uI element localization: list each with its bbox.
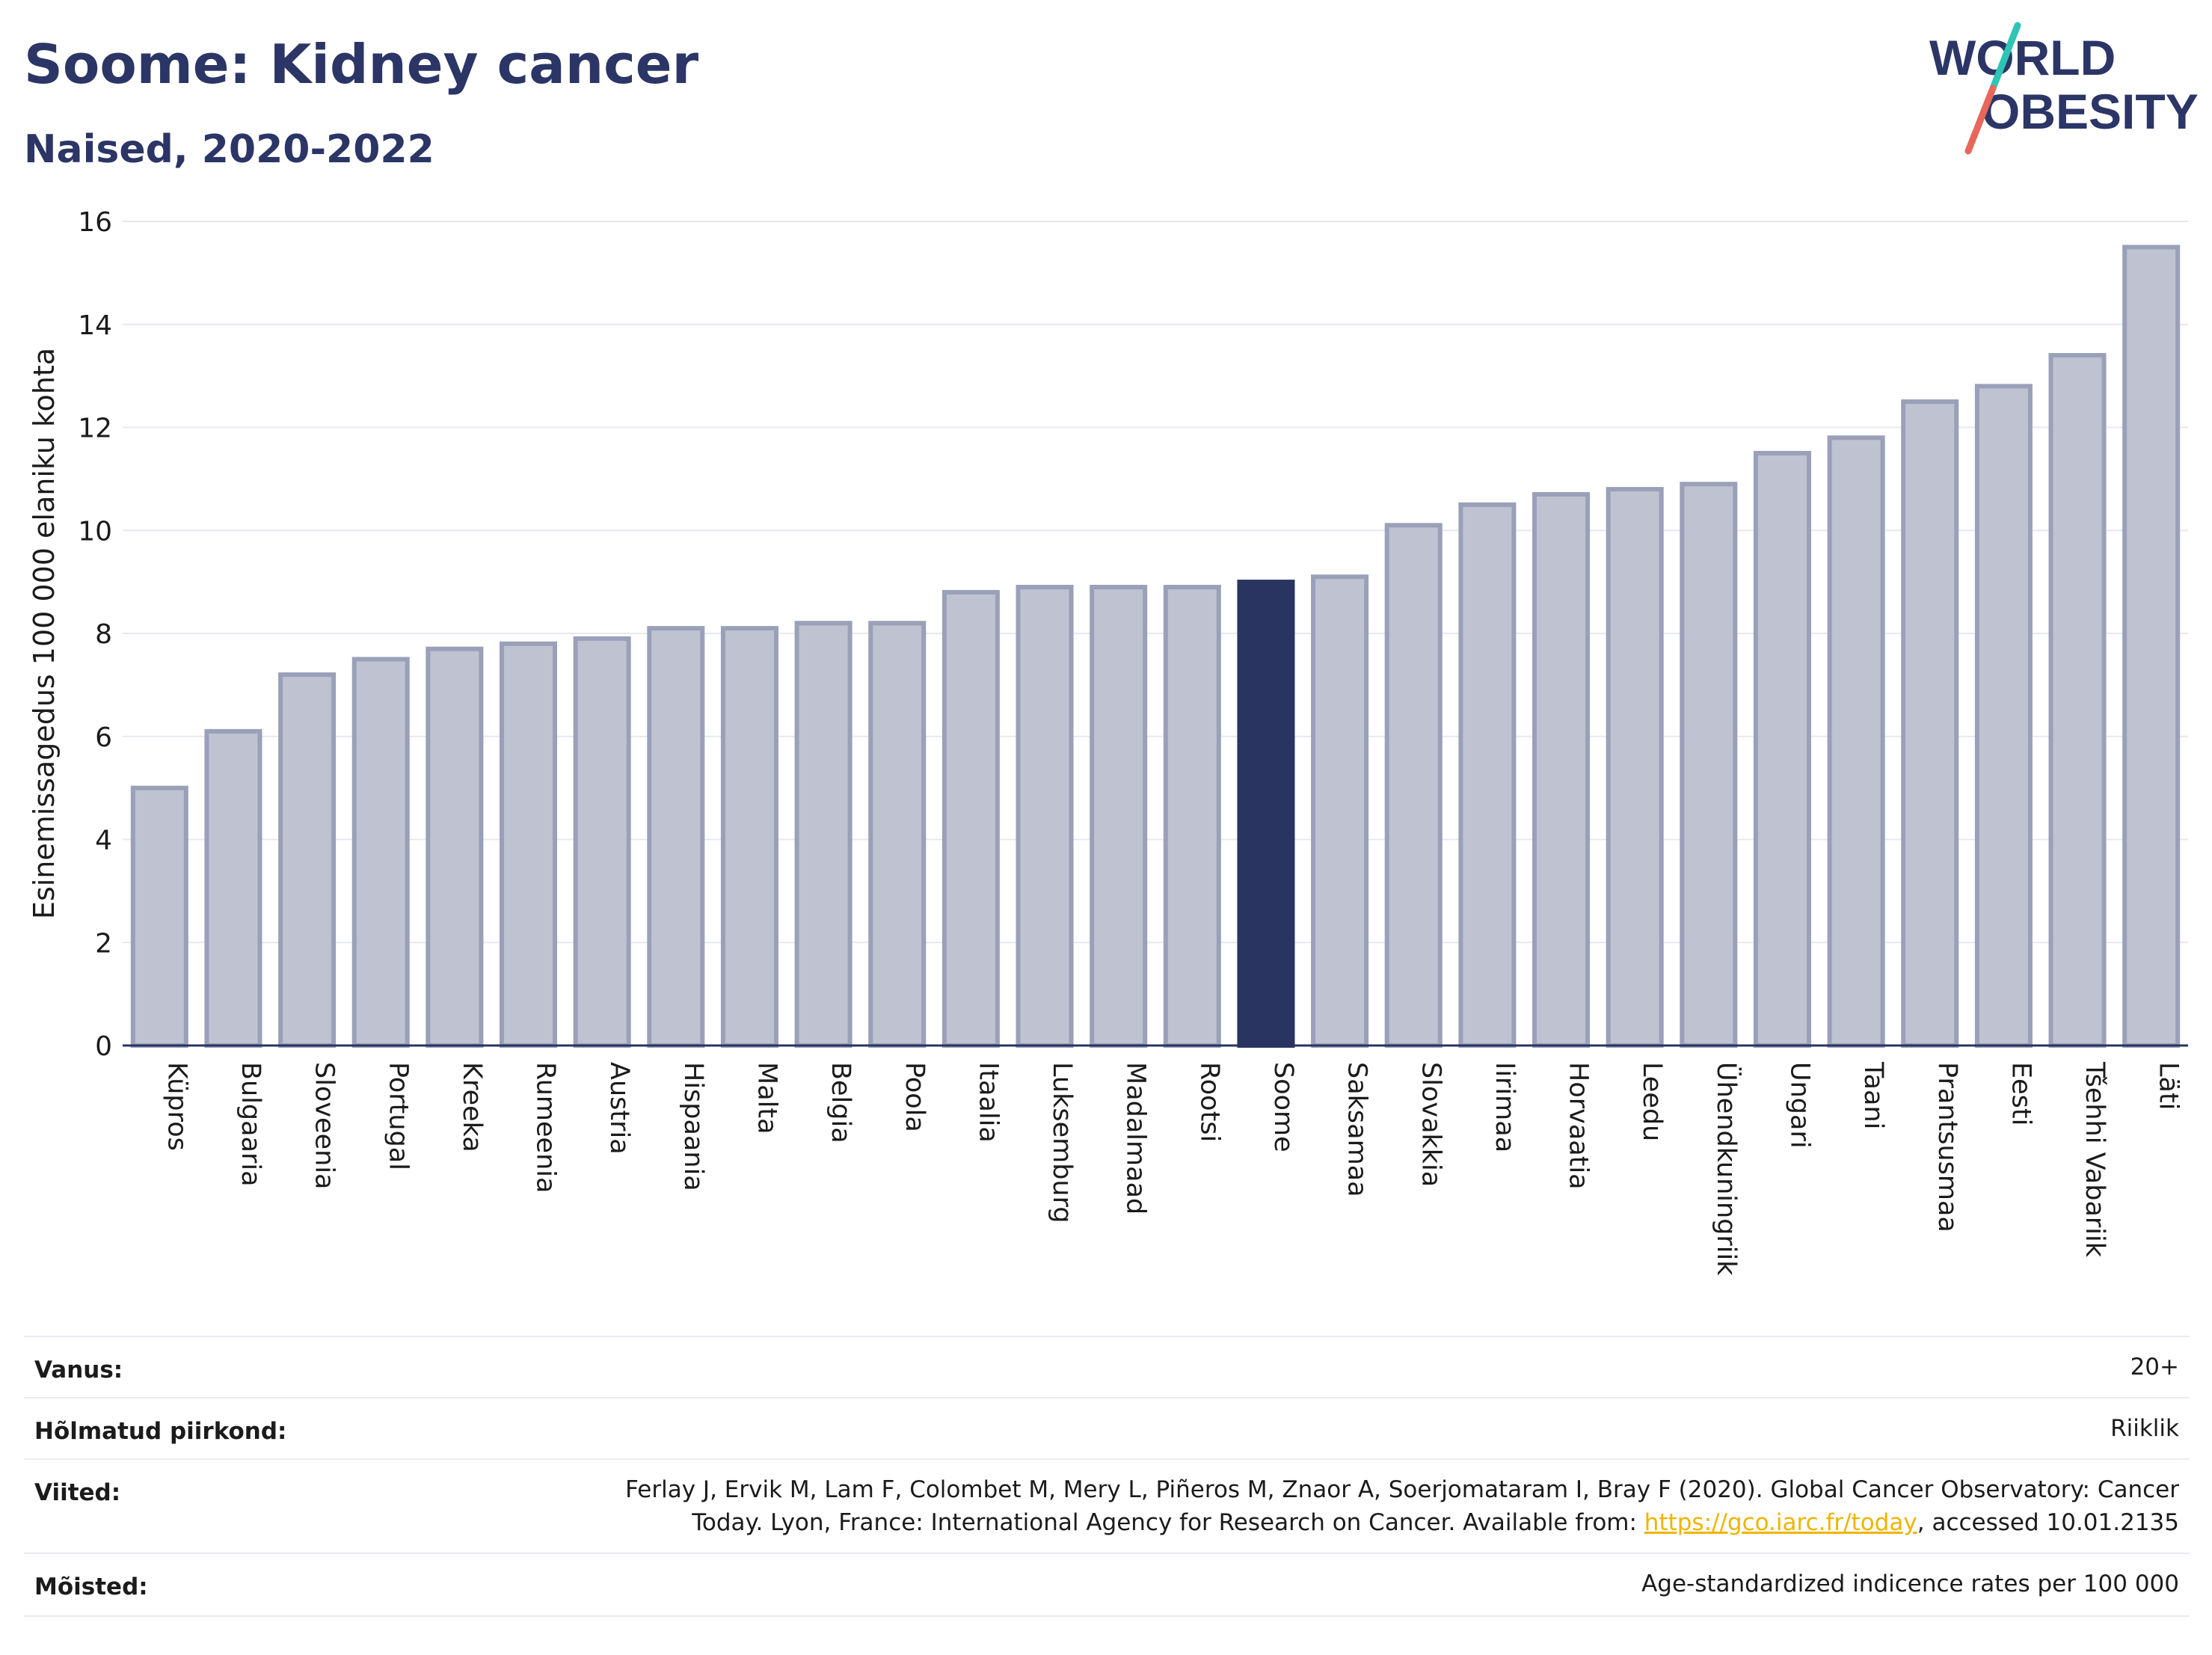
x-tick-label: Belgia [826, 1062, 855, 1143]
x-tick-label: Horvaatia [1564, 1062, 1594, 1190]
bar-itaalia [941, 589, 1000, 1048]
bar-ungari [1753, 450, 1811, 1048]
bar-eesti [1974, 384, 2033, 1048]
logo-line2: OBESITY [1982, 84, 2199, 139]
meta-value: Ferlay J, Ervik M, Lam F, Colombet M, Me… [625, 1473, 2179, 1539]
bar-sloveenia [278, 672, 337, 1048]
meta-row-age: Vanus: 20+ [24, 1336, 2190, 1397]
bar-saksamaa [1311, 574, 1369, 1048]
x-tick-label: Madalmaad [1121, 1062, 1151, 1215]
x-tick-label: Sloveenia [310, 1062, 340, 1190]
meta-row-references: Viited: Ferlay J, Ervik M, Lam F, Colomb… [24, 1458, 2190, 1553]
x-tick-label: Portugal [383, 1062, 413, 1170]
meta-label: Viited: [34, 1479, 121, 1506]
x-tick-label: Prantsusmaa [1932, 1062, 1962, 1232]
x-tick-label: Bulgaaria [236, 1062, 265, 1187]
bar-portugal [351, 657, 410, 1048]
bar-slovakkia [1384, 523, 1443, 1048]
bar-austria [573, 636, 631, 1048]
reference-line1: Ferlay J, Ervik M, Lam F, Colombet M, Me… [625, 1476, 2179, 1503]
bar-belgia [794, 621, 852, 1048]
x-tick-label: Eesti [2006, 1062, 2036, 1126]
x-tick-label: Taani [1858, 1061, 1888, 1129]
reference-link[interactable]: https://gco.iarc.fr/today [1644, 1509, 1917, 1536]
x-tick-label: Kreeka [457, 1062, 487, 1152]
meta-row-region: Hõlmatud piirkond: Riiklik [24, 1397, 2190, 1458]
bar-luksemburg [1016, 585, 1074, 1048]
reference-line2: Today. Lyon, France: International Agenc… [625, 1506, 2179, 1539]
x-tick-label: Austria [604, 1062, 634, 1155]
x-tick-label: Malta [752, 1062, 781, 1134]
bar-malta [720, 626, 778, 1048]
meta-label: Vanus: [34, 1357, 123, 1384]
x-tick-label: Ungari [1784, 1062, 1814, 1149]
bar-soome [1237, 580, 1295, 1048]
meta-label: Mõisted: [34, 1573, 148, 1600]
bar-prantsusmaa [1901, 399, 1959, 1048]
bar-bulgaaria [204, 728, 262, 1048]
metadata-table: Vanus: 20+ Hõlmatud piirkond: Riiklik Vi… [24, 1336, 2190, 1620]
meta-value: Riiklik [2110, 1415, 2179, 1442]
y-tick-label: 0 [95, 1031, 112, 1062]
page-title: Soome: Kidney cancer [24, 33, 699, 96]
x-tick-label: Leedu [1637, 1062, 1667, 1141]
logo-line1: WORLD [1929, 30, 2116, 85]
world-obesity-logo: WORLD OBESITY [1929, 22, 2199, 155]
bar-kreeka [425, 646, 484, 1048]
bars [130, 245, 2181, 1048]
y-tick-label: 16 [78, 207, 112, 238]
meta-value: Age-standardized indicence rates per 100… [1641, 1570, 2179, 1597]
x-tick-label: Tšehhi Vabariik [2080, 1061, 2110, 1258]
bar-poola [868, 621, 927, 1048]
x-tick-label: Poola [900, 1062, 930, 1132]
y-tick-label: 2 [95, 928, 112, 959]
x-tick-label: Hispaania [678, 1062, 708, 1191]
bar-taani [1827, 435, 1885, 1048]
bar-hispaania [647, 626, 705, 1048]
reference-text: Today. Lyon, France: International Agenc… [692, 1509, 1644, 1536]
x-tick-label: Slovakkia [1416, 1062, 1446, 1187]
reference-accessed: , accessed 10.01.2135 [1917, 1509, 2179, 1536]
x-tick-label: Küpros [162, 1062, 191, 1151]
bar-rootsi [1163, 585, 1221, 1048]
x-tick-label: Saksamaa [1342, 1062, 1372, 1197]
logo-slash-bottom [1964, 85, 1997, 155]
bar-chart: 0 2 4 6 8 10 12 14 16 Küpros Bulgaaria Sloveenia Po… [28, 207, 2188, 1276]
y-tick-label: 10 [78, 516, 112, 547]
y-tick-label: 8 [95, 619, 112, 650]
bar-küpros [130, 785, 188, 1048]
y-axis-title: Esinemissagedus 100 000 elaniku kohta [28, 348, 61, 919]
x-tick-label: Rootsi [1194, 1062, 1224, 1142]
bar-tšehhi-vabariik [2048, 353, 2107, 1048]
x-tick-labels: Küpros Bulgaaria Sloveenia Portugal Kreeka Ru… [162, 1061, 2183, 1276]
meta-value: 20+ [2130, 1354, 2179, 1381]
page-subtitle: Naised, 2020-2022 [24, 127, 434, 172]
meta-row-definitions: Mõisted: Age-standardized indicence rate… [24, 1553, 2190, 1617]
y-tick-labels: 0 2 4 6 8 10 12 14 16 [78, 207, 112, 1062]
y-tick-label: 4 [95, 826, 112, 856]
bar-ühendkuningriik [1680, 482, 1738, 1048]
meta-label: Hõlmatud piirkond: [34, 1418, 287, 1445]
bar-horvaatia [1532, 492, 1591, 1048]
x-tick-label: Rumeenia [531, 1062, 561, 1193]
x-tick-label: Iirimaa [1490, 1062, 1520, 1152]
y-tick-label: 14 [78, 310, 112, 341]
x-tick-label: Itaalia [973, 1062, 1003, 1143]
bar-leedu [1606, 487, 1664, 1048]
x-tick-label: Luksemburg [1047, 1062, 1077, 1223]
x-tick-label: Läti [2154, 1062, 2184, 1110]
y-tick-label: 12 [78, 414, 112, 444]
logo-slash-top [1989, 22, 2021, 92]
bar-rumeenia [500, 641, 558, 1048]
x-tick-label: Ühendkuningriik [1711, 1062, 1742, 1276]
y-tick-label: 6 [95, 722, 112, 753]
bar-läti [2122, 245, 2181, 1048]
x-tick-label: Soome [1268, 1062, 1298, 1152]
bar-madalmaad [1090, 585, 1148, 1048]
bar-iirimaa [1458, 502, 1517, 1048]
